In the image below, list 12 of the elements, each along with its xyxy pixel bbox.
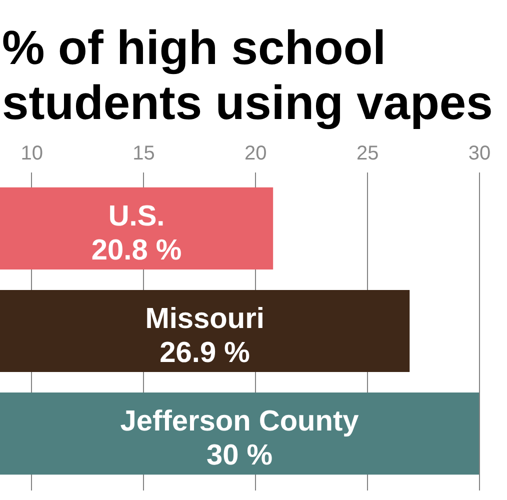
data-label: 20.8 %: [91, 234, 182, 266]
chart-title: % of high school students using vapes: [2, 22, 493, 130]
y-tick-label: Jefferson County: [120, 406, 359, 438]
x-tick-label: 30: [468, 142, 491, 164]
y-tick-label: Missouri: [145, 303, 264, 335]
x-tick-label: 15: [132, 142, 155, 164]
x-tick-label: 25: [356, 142, 379, 164]
data-label: 30 %: [206, 440, 273, 472]
y-tick-label: U.S.: [108, 200, 165, 232]
data-label: 26.9 %: [160, 337, 250, 369]
x-tick-label: 20: [244, 142, 267, 164]
x-tick-label: 10: [20, 142, 43, 164]
